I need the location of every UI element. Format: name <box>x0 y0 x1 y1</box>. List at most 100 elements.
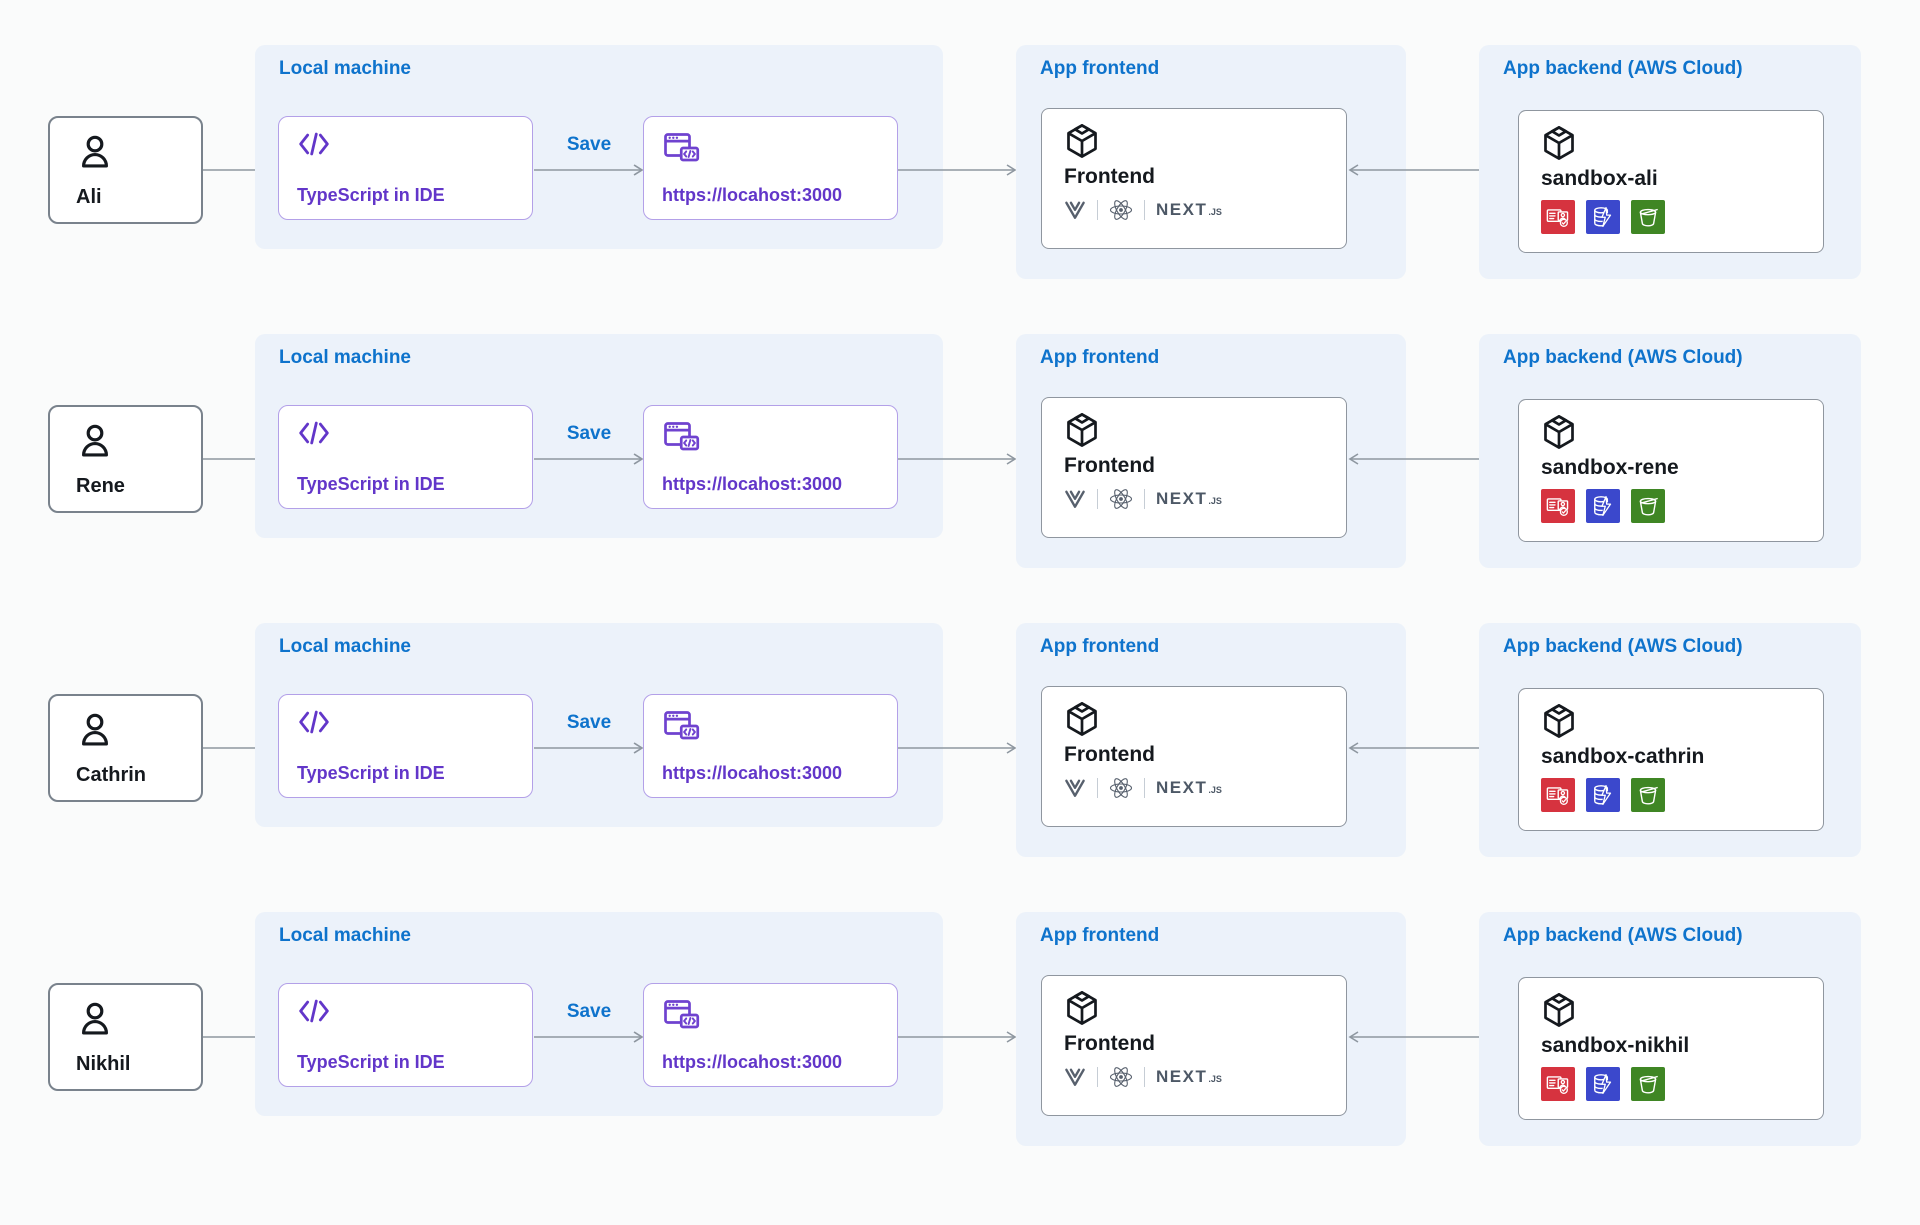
developer-name: Nikhil <box>76 1053 131 1075</box>
cube-icon <box>1067 702 1097 736</box>
frontend-label: Frontend <box>1064 743 1155 766</box>
browser-code-icon <box>664 1000 700 1029</box>
localhost-url-label: https://locahost:3000 <box>662 1052 843 1072</box>
localhost-url-label: https://locahost:3000 <box>662 185 843 205</box>
typescript-ide-card: TypeScript in IDE <box>278 694 533 798</box>
developer-name: Rene <box>76 475 125 497</box>
code-icon <box>299 999 329 1023</box>
tech-divider <box>1144 200 1145 220</box>
tech-divider <box>1097 778 1098 798</box>
nextjs-wordmark: NEXT.JS <box>1156 489 1222 508</box>
browser-code-icon <box>664 711 700 740</box>
cube-icon <box>1544 993 1574 1027</box>
cognito-icon <box>1541 200 1575 234</box>
frontend-card: Frontend <box>1041 108 1347 249</box>
save-label: Save <box>566 712 612 733</box>
s3-bucket-icon <box>1631 1067 1665 1101</box>
browser-code-icon <box>664 133 700 162</box>
developer-card: Rene <box>48 405 203 513</box>
workflow-row: Nikhil Local machine TypeScript in IDE S… <box>0 912 1920 1152</box>
frontend-card: Frontend <box>1041 686 1347 827</box>
workflow-row: Cathrin Local machine TypeScript in IDE … <box>0 623 1920 863</box>
person-icon <box>82 135 108 168</box>
localhost-url-label: https://locahost:3000 <box>662 474 843 494</box>
tech-divider <box>1097 1067 1098 1087</box>
dynamodb-icon <box>1586 778 1620 812</box>
frontend-label: Frontend <box>1064 454 1155 477</box>
person-icon <box>82 1002 108 1035</box>
app-backend-title: App backend (AWS Cloud) <box>1503 636 1743 657</box>
typescript-ide-card: TypeScript in IDE <box>278 116 533 220</box>
ide-label: TypeScript in IDE <box>297 474 445 494</box>
localhost-url-label: https://locahost:3000 <box>662 763 843 783</box>
s3-bucket-icon <box>1631 778 1665 812</box>
frontend-tech-row: NEXT.JS <box>1064 198 1324 222</box>
aws-services-row <box>1541 778 1801 812</box>
s3-bucket-icon <box>1631 489 1665 523</box>
localhost-card: https://locahost:3000 <box>643 694 898 798</box>
vite-icon <box>1065 201 1085 219</box>
developer-name: Cathrin <box>76 764 146 786</box>
react-icon <box>1109 778 1133 798</box>
s3-bucket-icon <box>1631 200 1665 234</box>
tech-divider <box>1097 200 1098 220</box>
sandbox-name: sandbox-cathrin <box>1541 745 1705 768</box>
frontend-card: Frontend <box>1041 975 1347 1116</box>
sandbox-name: sandbox-ali <box>1541 167 1658 190</box>
vite-icon <box>1065 1068 1085 1086</box>
person-icon <box>82 713 108 746</box>
save-label: Save <box>566 1001 612 1022</box>
aws-services-row <box>1541 200 1801 234</box>
arrow-localhost-to-frontend <box>898 742 1017 754</box>
arrow-save <box>534 164 644 176</box>
typescript-ide-card: TypeScript in IDE <box>278 983 533 1087</box>
browser-code-icon <box>664 422 700 451</box>
tech-divider <box>1144 778 1145 798</box>
app-frontend-title: App frontend <box>1040 58 1160 79</box>
arrow-localhost-to-frontend <box>898 453 1017 465</box>
arrow-localhost-to-frontend <box>898 1031 1017 1043</box>
arrow-save <box>534 453 644 465</box>
local-machine-title: Local machine <box>279 58 411 79</box>
code-icon <box>299 421 329 445</box>
workflow-row: Ali Local machine TypeScript in IDE Save <box>0 45 1920 285</box>
app-frontend-title: App frontend <box>1040 925 1160 946</box>
cube-icon <box>1544 126 1574 160</box>
dynamodb-icon <box>1586 200 1620 234</box>
backend-sandbox-card: sandbox-nikhil <box>1518 977 1824 1120</box>
tech-divider <box>1144 1067 1145 1087</box>
backend-sandbox-card: sandbox-ali <box>1518 110 1824 253</box>
backend-sandbox-card: sandbox-rene <box>1518 399 1824 542</box>
cube-icon <box>1067 124 1097 158</box>
app-frontend-title: App frontend <box>1040 636 1160 657</box>
nextjs-wordmark: NEXT.JS <box>1156 778 1222 797</box>
cognito-icon <box>1541 1067 1575 1101</box>
nextjs-wordmark: NEXT.JS <box>1156 200 1222 219</box>
developer-card: Ali <box>48 116 203 224</box>
localhost-card: https://locahost:3000 <box>643 983 898 1087</box>
cognito-icon <box>1541 489 1575 523</box>
code-icon <box>299 132 329 156</box>
frontend-tech-row: NEXT.JS <box>1064 776 1324 800</box>
save-label: Save <box>566 134 612 155</box>
aws-services-row <box>1541 489 1801 523</box>
frontend-card: Frontend <box>1041 397 1347 538</box>
frontend-label: Frontend <box>1064 1032 1155 1055</box>
app-backend-title: App backend (AWS Cloud) <box>1503 925 1743 946</box>
workflow-row: Rene Local machine TypeScript in IDE Sav… <box>0 334 1920 574</box>
frontend-label: Frontend <box>1064 165 1155 188</box>
localhost-card: https://locahost:3000 <box>643 405 898 509</box>
tech-divider <box>1097 489 1098 509</box>
local-machine-title: Local machine <box>279 636 411 657</box>
ide-label: TypeScript in IDE <box>297 185 445 205</box>
ide-label: TypeScript in IDE <box>297 1052 445 1072</box>
cube-icon <box>1067 991 1097 1025</box>
react-icon <box>1109 1067 1133 1087</box>
local-machine-title: Local machine <box>279 347 411 368</box>
tech-divider <box>1144 489 1145 509</box>
arrow-localhost-to-frontend <box>898 164 1017 176</box>
app-backend-title: App backend (AWS Cloud) <box>1503 58 1743 79</box>
vite-icon <box>1065 490 1085 508</box>
typescript-ide-card: TypeScript in IDE <box>278 405 533 509</box>
